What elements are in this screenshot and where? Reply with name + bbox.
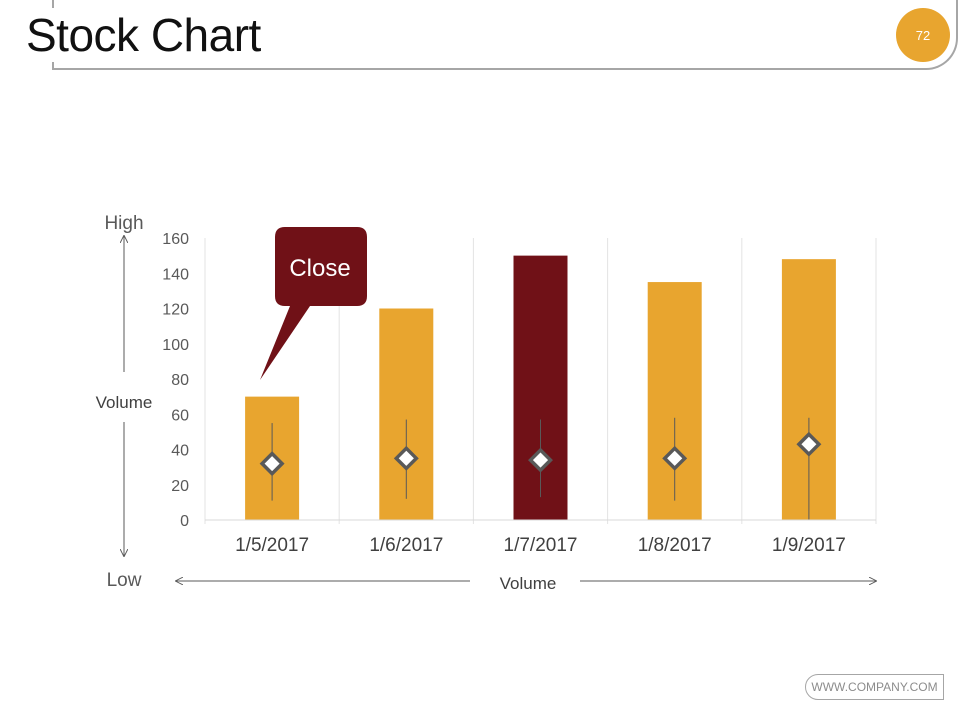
callout-label: Close [289, 255, 350, 282]
close-marker [662, 445, 688, 471]
x-tick-label: 1/9/2017 [772, 535, 846, 556]
close-callout: Close [260, 227, 367, 380]
y-tick-label: 100 [162, 337, 189, 354]
callout-shape [260, 227, 367, 380]
close-marker [796, 431, 822, 457]
close-marker [528, 447, 553, 473]
page-number-badge: 72 [896, 8, 950, 62]
volume-bars [245, 255, 836, 520]
y-tick-labels: 0 20 40 60 80 100 120 140 160 [162, 231, 189, 530]
x-tick-label: 1/8/2017 [638, 535, 712, 556]
x-tick-label: 1/6/2017 [369, 535, 443, 556]
page-title: Stock Chart [26, 8, 269, 62]
high-label: High [104, 213, 143, 234]
left-volume-label: Volume [96, 393, 153, 412]
y-tick-label: 120 [162, 302, 189, 319]
close-marker [259, 451, 285, 477]
y-tick-label: 20 [171, 478, 189, 495]
bottom-volume-label: Volume [500, 574, 557, 593]
y-tick-label: 140 [162, 266, 189, 283]
close-marker [393, 445, 419, 471]
x-tick-labels: 1/5/2017 1/6/2017 1/7/2017 1/8/2017 1/9/2017 [235, 535, 846, 556]
y-tick-label: 80 [171, 372, 189, 389]
low-label: Low [107, 570, 142, 591]
close-markers [259, 431, 822, 477]
y-tick-label: 0 [180, 513, 189, 530]
x-tick-label: 1/5/2017 [235, 535, 309, 556]
x-tick-label: 1/7/2017 [504, 535, 578, 556]
y-tick-label: 160 [162, 231, 189, 248]
y-tick-label: 40 [171, 443, 189, 460]
y-tick-label: 60 [171, 407, 189, 424]
footer-url: WWW.COMPANY.COM [805, 674, 944, 700]
